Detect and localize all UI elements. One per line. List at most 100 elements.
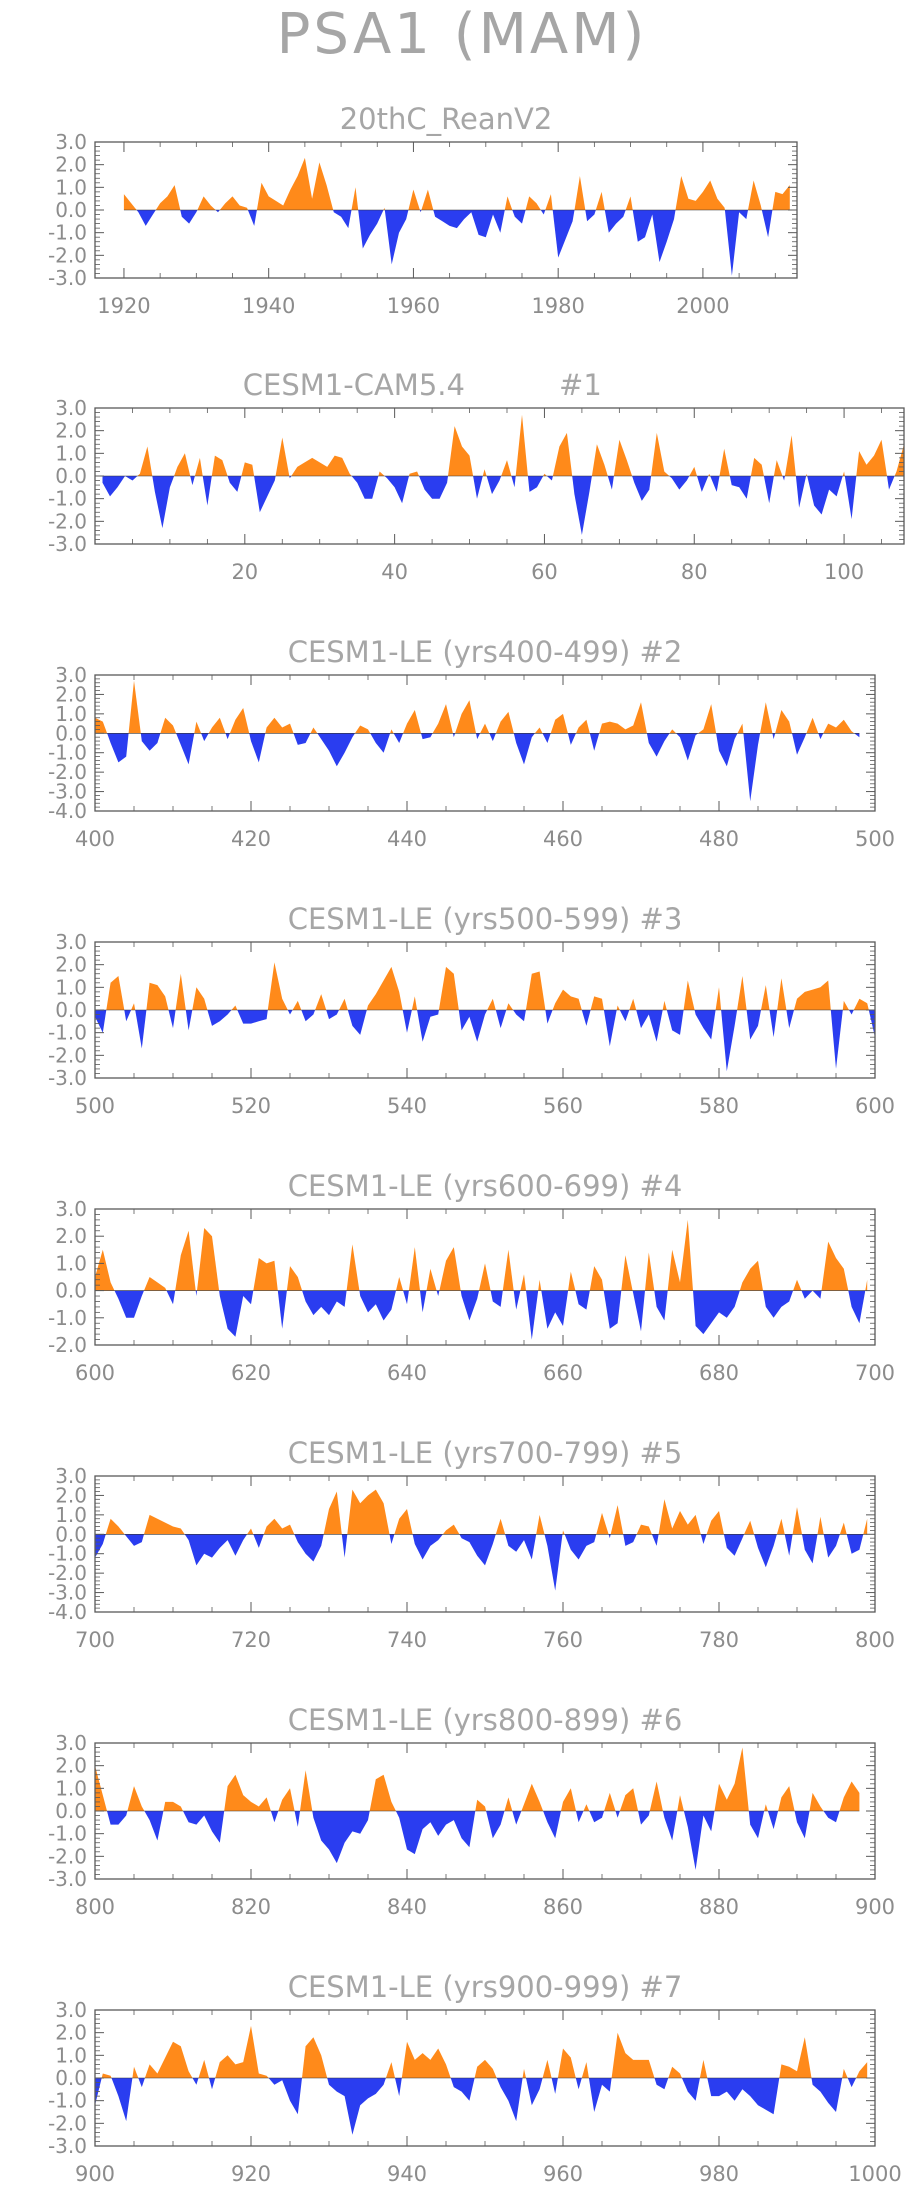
positive-anomaly-area — [219, 196, 248, 210]
negative-anomaly-area — [632, 210, 676, 263]
negative-anomaly-area — [219, 1290, 254, 1337]
negative-anomaly-area — [347, 1010, 367, 1035]
y-tick-label: -3.0 — [48, 1867, 87, 1891]
positive-anomaly-area — [856, 439, 887, 476]
negative-anomaly-area — [748, 1811, 765, 1839]
y-tick-label: 2.0 — [55, 419, 87, 443]
positive-anomaly-area — [208, 717, 226, 734]
positive-anomaly-area — [198, 2059, 209, 2078]
y-tick-label: 2.0 — [55, 1483, 87, 1507]
x-tick-label: 680 — [699, 1361, 739, 1385]
positive-anomaly-area — [865, 1279, 868, 1291]
positive-anomaly-area — [396, 1277, 404, 1291]
x-tick-label: 460 — [543, 827, 583, 851]
negative-anomaly-area — [683, 1811, 715, 1870]
negative-anomaly-area — [575, 2078, 582, 2090]
x-tick-label: 740 — [387, 1628, 427, 1652]
positive-anomaly-area — [351, 187, 359, 210]
negative-anomaly-area — [646, 733, 670, 757]
negative-anomaly-area — [716, 733, 738, 767]
negative-anomaly-area — [782, 476, 785, 481]
negative-anomaly-area — [846, 1534, 864, 1554]
positive-anomaly-area — [155, 185, 181, 210]
negative-anomaly-area — [190, 476, 195, 486]
negative-anomaly-area — [792, 733, 807, 755]
positive-anomaly-area — [863, 1518, 868, 1535]
positive-anomaly-area — [744, 1520, 755, 1535]
y-tick-label: 0.0 — [55, 1799, 87, 1823]
positive-anomaly-area — [596, 1512, 609, 1535]
negative-anomaly-area — [546, 476, 553, 481]
negative-anomaly-area — [575, 1290, 590, 1310]
positive-anomaly-area — [275, 437, 290, 476]
positive-anomaly-area — [706, 1511, 724, 1535]
negative-anomaly-area — [666, 1010, 684, 1035]
positive-anomaly-area — [613, 439, 633, 476]
negative-anomaly-area — [541, 1290, 569, 1329]
y-tick-label: -2.0 — [48, 2111, 87, 2135]
positive-anomaly-area — [699, 2059, 708, 2078]
positive-anomaly-area — [737, 976, 747, 1010]
positive-anomaly-area — [842, 2068, 848, 2078]
positive-anomaly-area — [411, 996, 418, 1010]
negative-anomaly-area — [124, 1010, 132, 1022]
negative-anomaly-area — [135, 1010, 147, 1049]
positive-anomaly-area — [292, 1000, 302, 1010]
y-tick-label: -3.0 — [48, 2134, 87, 2158]
positive-anomaly-area — [426, 1268, 437, 1291]
positive-anomaly-area — [658, 1499, 701, 1535]
negative-anomaly-area — [459, 1534, 496, 1566]
negative-anomaly-area — [572, 476, 592, 535]
negative-anomaly-area — [848, 1290, 866, 1324]
x-tick-label: 1000 — [848, 2162, 901, 2186]
negative-anomaly-area — [136, 210, 156, 226]
negative-anomaly-area — [681, 2078, 700, 2101]
negative-anomaly-area — [359, 1290, 396, 1321]
negative-anomaly-area — [511, 476, 516, 488]
positive-anomaly-area — [475, 1799, 487, 1811]
negative-anomaly-area — [564, 1534, 597, 1560]
negative-anomaly-area — [636, 1010, 663, 1042]
y-tick-label: -1.0 — [48, 1822, 87, 1846]
negative-anomaly-area — [180, 210, 198, 224]
y-tick-label: -1.0 — [48, 221, 87, 245]
positive-anomaly-area — [487, 998, 496, 1010]
y-tick-label: -2.0 — [48, 1043, 87, 1067]
negative-anomaly-area — [608, 1534, 611, 1539]
positive-anomaly-area — [662, 1000, 667, 1010]
negative-anomaly-area — [95, 2078, 102, 2106]
positive-anomaly-area — [366, 966, 403, 1010]
y-tick-label: -2.0 — [48, 509, 87, 533]
positive-anomaly-area — [557, 2048, 576, 2078]
x-tick-label: 800 — [855, 1628, 895, 1652]
x-tick-label: 840 — [387, 1895, 427, 1919]
x-tick-label: 960 — [543, 2162, 583, 2186]
positive-anomaly-area — [543, 473, 547, 476]
x-tick-label: 500 — [75, 1094, 115, 1118]
positive-anomaly-area — [421, 189, 434, 210]
negative-anomaly-area — [526, 1290, 539, 1340]
negative-anomaly-area — [545, 1010, 553, 1024]
negative-anomaly-area — [513, 1290, 521, 1310]
negative-anomaly-area — [417, 1010, 439, 1042]
positive-anomaly-area — [552, 989, 582, 1010]
negative-anomaly-area — [144, 1811, 164, 1841]
negative-anomaly-area — [114, 1290, 144, 1318]
negative-anomaly-area — [513, 1010, 526, 1022]
positive-anomaly-area — [474, 2059, 497, 2078]
negative-anomaly-area — [207, 1010, 232, 1026]
positive-anomaly-area — [144, 1277, 167, 1291]
y-tick-label: 1.0 — [55, 175, 87, 199]
positive-anomaly-area — [439, 1247, 461, 1291]
positive-anomaly-area — [123, 194, 137, 210]
positive-anomaly-area — [809, 1792, 824, 1811]
positive-anomaly-area — [401, 2041, 451, 2078]
negative-anomaly-area — [195, 1290, 197, 1296]
positive-anomaly-area — [750, 457, 764, 476]
positive-anomaly-area — [894, 444, 904, 476]
positive-anomaly-area — [839, 1781, 860, 1811]
x-tick-label: 900 — [855, 1895, 895, 1919]
positive-anomaly-area — [300, 1770, 313, 1811]
x-tick-label: 1940 — [242, 294, 295, 318]
negative-anomaly-area — [294, 1811, 300, 1827]
